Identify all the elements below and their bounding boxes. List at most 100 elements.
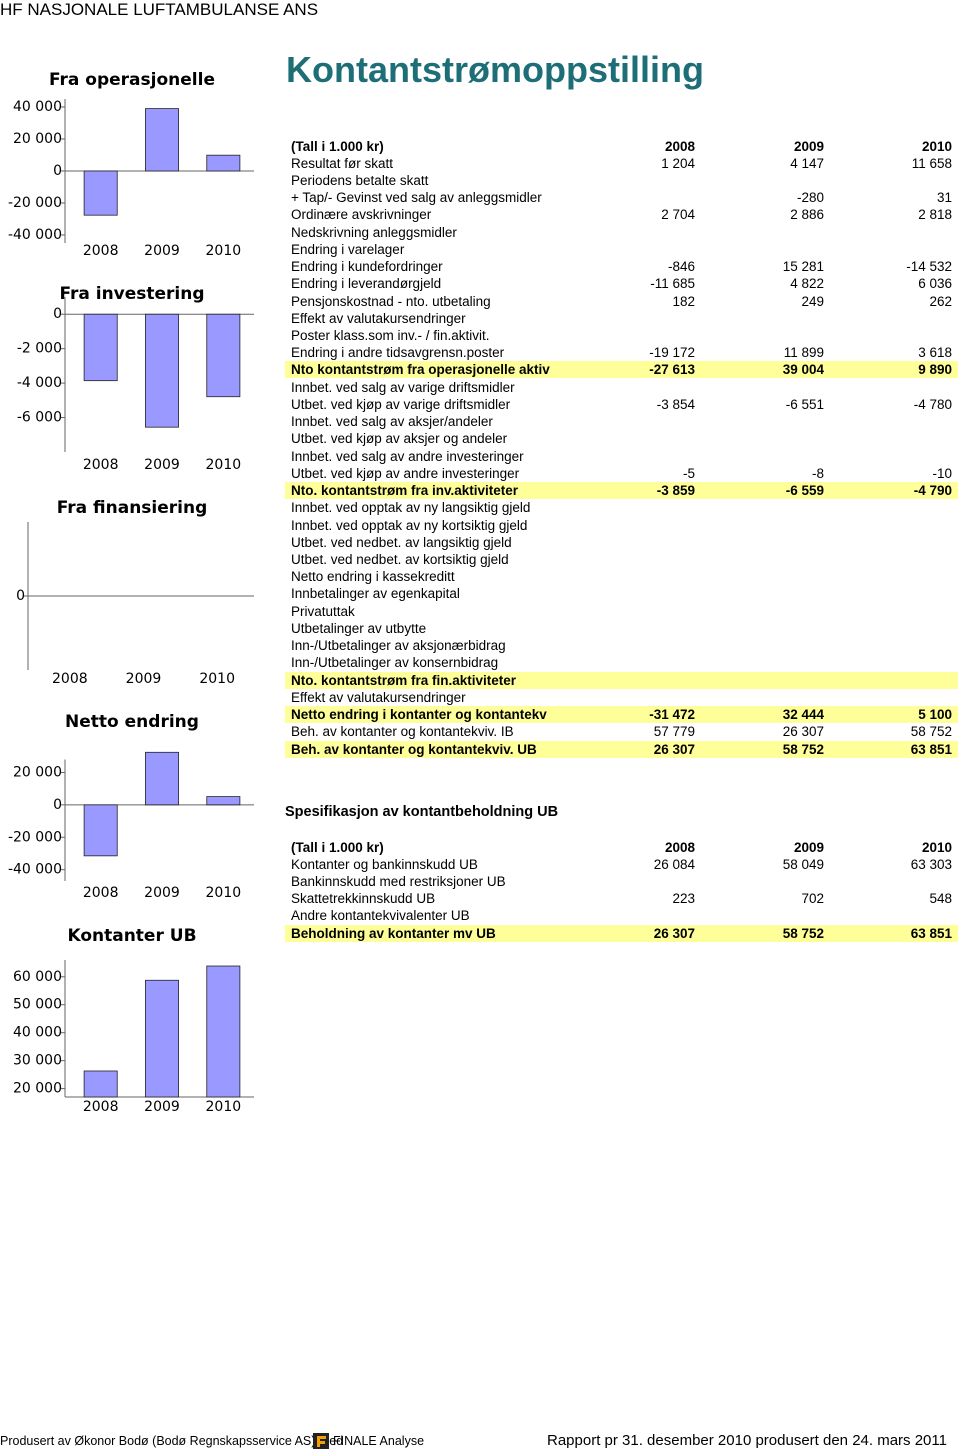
- row-label: Innbet. ved salg av varige driftsmidler: [291, 379, 515, 395]
- row-label: Nto. kontantstrøm fra inv.aktiviteter: [291, 483, 519, 499]
- row-highlight: [285, 740, 958, 758]
- row-value: 1 204: [661, 155, 695, 171]
- x-tick-label: 2010: [206, 1099, 242, 1115]
- row-value: 57 779: [653, 724, 695, 740]
- bar: [206, 796, 241, 806]
- bar: [83, 1070, 118, 1098]
- row-value: 32 444: [782, 707, 824, 723]
- row-highlight: [285, 671, 958, 689]
- row-highlight: [285, 361, 958, 379]
- finale-logo: [313, 1433, 329, 1449]
- row-label: Nto kontantstrøm fra operasjonelle aktiv: [291, 362, 550, 378]
- row-value: -8: [811, 465, 824, 481]
- row-value: 63 851: [910, 925, 952, 941]
- row-value: -11 685: [650, 276, 695, 292]
- x-tick-label: 2008: [52, 671, 88, 687]
- bar: [145, 979, 179, 1098]
- row-label: Andre kontantekvivalenter UB: [291, 908, 470, 924]
- y-tick-label: 0: [53, 306, 62, 322]
- row-label: Skattetrekkinnskudd UB: [291, 891, 436, 907]
- row-label: Innbet. ved salg av andre investeringer: [291, 448, 524, 464]
- row-value: 26 307: [653, 741, 695, 757]
- row-value: -3 854: [656, 396, 695, 412]
- row-value: -5: [682, 465, 695, 481]
- row-label: Utbet. ved kjøp av aksjer og andeler: [291, 431, 508, 447]
- row-value: 262: [929, 293, 952, 309]
- row-label: Utbet. ved kjøp av andre investeringer: [291, 465, 520, 481]
- row-value: 15 281: [782, 259, 824, 275]
- row-value: -4 790: [913, 483, 952, 499]
- row-label: Netto endring i kontanter og kontantekv: [291, 707, 547, 723]
- chart-title: Fra operasjonelle: [49, 70, 215, 90]
- row-highlight: [285, 482, 958, 500]
- x-tick-label: 2008: [83, 243, 119, 259]
- x-tick-label: 2010: [206, 885, 242, 901]
- row-label: Innbet. ved opptak av ny kortsiktig gjel…: [291, 517, 528, 533]
- row-value: 39 004: [782, 362, 824, 378]
- y-tick-label: -20 000: [8, 195, 62, 211]
- y-tick-label: -6 000: [17, 410, 62, 426]
- row-value: 2 886: [790, 207, 824, 223]
- row-value: 31: [936, 190, 952, 206]
- row-value: 2008: [664, 138, 695, 154]
- row-value: -27 613: [649, 362, 695, 378]
- chart-title: Fra finansiering: [57, 498, 208, 518]
- row-value: 4 147: [790, 155, 824, 171]
- row-label: Beh. av kontanter og kontantekviv. UB: [291, 741, 537, 757]
- y-tick-label: 30 000: [13, 1053, 62, 1069]
- charts: Fra operasjonelle 40 000 20 000 0 -20 000 -40…: [8, 70, 254, 1115]
- bar: [83, 804, 118, 857]
- row-value: -14 532: [906, 259, 952, 275]
- footer-left: Produsert av Økonor Bodø (Bodø Regnskaps…: [0, 1434, 344, 1448]
- spec-title: Spesifikasjon av kontantbeholdning UB: [285, 804, 559, 820]
- row-value: 11 658: [911, 155, 952, 171]
- row-label: Beholdning av kontanter mv UB: [291, 925, 496, 941]
- x-tick-label: 2008: [83, 457, 119, 473]
- x-tick-label: 2010: [206, 243, 242, 259]
- row-label: Inn-/Utbetalinger av konsernbidrag: [291, 655, 499, 671]
- row-label: + Tap/- Gevinst ved salg av anleggsmidle…: [291, 190, 542, 206]
- x-tick-label: 2008: [83, 1099, 119, 1115]
- row-value: 63 303: [910, 856, 952, 872]
- row-value: 223: [672, 891, 695, 907]
- footer-product: FINALE Analyse: [333, 1434, 425, 1448]
- row-value: 6 036: [918, 276, 952, 292]
- page-title: Kontantstrømoppstilling: [286, 49, 704, 90]
- chart-title: Fra investering: [59, 284, 204, 304]
- bar: [206, 313, 241, 398]
- bar: [145, 313, 179, 428]
- row-value: 58 752: [782, 925, 824, 941]
- row-label: Privatuttak: [291, 603, 355, 619]
- y-tick-label: -40 000: [8, 862, 62, 878]
- row-label: Innbetalinger av egenkapital: [291, 586, 460, 602]
- row-value: -280: [796, 190, 824, 206]
- row-highlight: [285, 924, 958, 942]
- row-value: -4 780: [913, 396, 952, 412]
- row-label: Pensjonskostnad - nto. utbetaling: [291, 293, 491, 309]
- row-label: Periodens betalte skatt: [291, 172, 429, 188]
- row-value: 58 049: [782, 856, 824, 872]
- row-label: Utbet. ved nedbet. av langsiktig gjeld: [291, 534, 512, 550]
- row-label: Beh. av kontanter og kontantekviv. IB: [291, 724, 514, 740]
- row-value: 249: [801, 293, 824, 309]
- row-label: (Tall i 1.000 kr): [291, 138, 384, 154]
- row-label: (Tall i 1.000 kr): [291, 839, 384, 855]
- row-value: 2 818: [918, 207, 952, 223]
- row-value: -3 859: [656, 483, 695, 499]
- footer-right: Rapport pr 31. desember 2010 produsert d…: [547, 1432, 947, 1449]
- row-value: 2008: [664, 839, 695, 855]
- y-tick-label: 20 000: [13, 131, 62, 147]
- row-label: Endring i varelager: [291, 241, 405, 257]
- row-value: -6 559: [785, 483, 824, 499]
- bar: [206, 154, 241, 172]
- row-label: Nto. kontantstrøm fra fin.aktiviteter: [291, 672, 517, 688]
- row-value: 182: [672, 293, 695, 309]
- row-value: 702: [801, 891, 824, 907]
- row-label: Ordinære avskrivninger: [291, 207, 432, 223]
- x-tick-label: 2009: [144, 457, 180, 473]
- y-tick-label: 0: [16, 588, 25, 604]
- row-value: -31 472: [649, 707, 695, 723]
- row-label: Nedskrivning anleggsmidler: [291, 224, 457, 240]
- row-label: Endring i kundefordringer: [291, 259, 443, 275]
- row-value: 548: [929, 891, 952, 907]
